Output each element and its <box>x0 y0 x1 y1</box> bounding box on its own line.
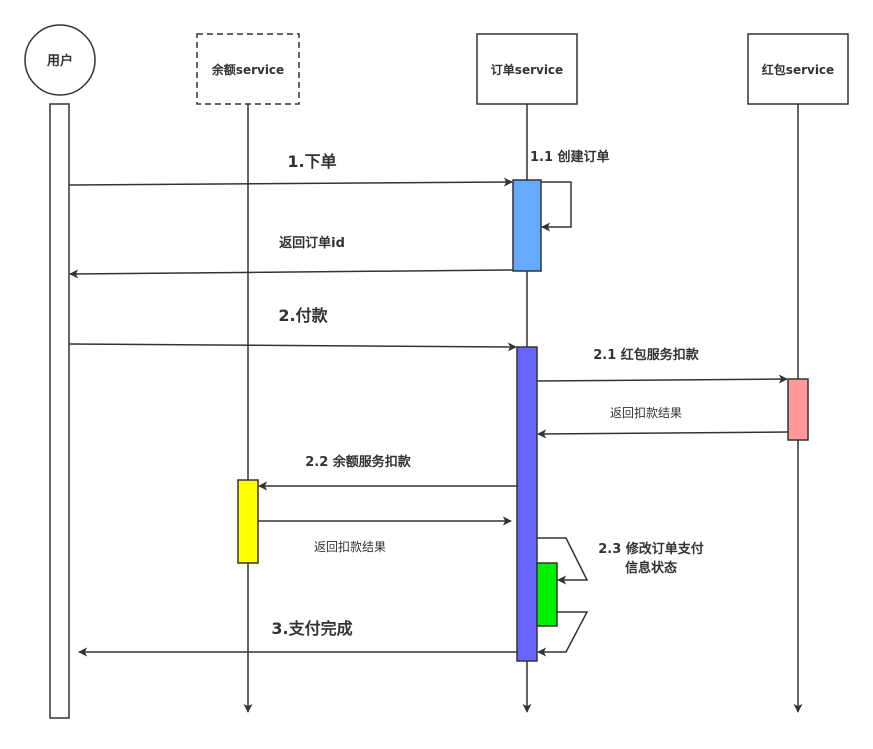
participant-redpacket: 红包service <box>747 33 849 105</box>
participant-balance: 余额service <box>196 33 300 105</box>
label-update-status-line2: 信息状态 <box>625 560 677 576</box>
label-update-status-line1: 2.3 修改订单支付 <box>598 541 704 557</box>
arrow-update-status-call <box>537 537 589 585</box>
participant-user: 用户 <box>24 24 96 96</box>
arrow-pay <box>68 342 517 352</box>
participant-order-label: 订单service <box>491 62 563 77</box>
label-balance-deduct: 2.2 余额服务扣款 <box>305 454 412 470</box>
balance-activation <box>237 479 259 564</box>
redpacket-activation <box>787 378 809 441</box>
participant-user-label: 用户 <box>46 53 73 69</box>
arrow-create-order <box>541 181 572 232</box>
label-redpacket-return: 返回扣款结果 <box>610 406 682 420</box>
order-activation-self-update <box>536 562 558 627</box>
order-activation-create <box>512 179 542 272</box>
arrow-update-status-return <box>537 611 589 657</box>
participant-balance-label: 余额service <box>211 62 284 77</box>
arrow-redpacket-deduct <box>536 374 788 384</box>
participant-order: 订单service <box>476 33 578 105</box>
label-payment-complete: 3.支付完成 <box>271 619 352 638</box>
order-activation-pay <box>516 346 538 662</box>
user-activation-bar <box>49 103 70 719</box>
arrow-place-order <box>68 177 513 187</box>
label-create-order: 1.1 创建订单 <box>530 149 610 165</box>
label-redpacket-deduct: 2.1 红包服务扣款 <box>593 347 700 363</box>
participant-redpacket-label: 红包service <box>762 62 834 77</box>
label-balance-return: 返回扣款结果 <box>314 540 386 554</box>
arrow-redpacket-return <box>537 429 789 439</box>
label-pay: 2.付款 <box>278 306 328 325</box>
label-return-order-id: 返回订单id <box>279 235 345 251</box>
arrow-return-order-id <box>69 269 514 279</box>
label-place-order: 1.下单 <box>287 152 336 171</box>
